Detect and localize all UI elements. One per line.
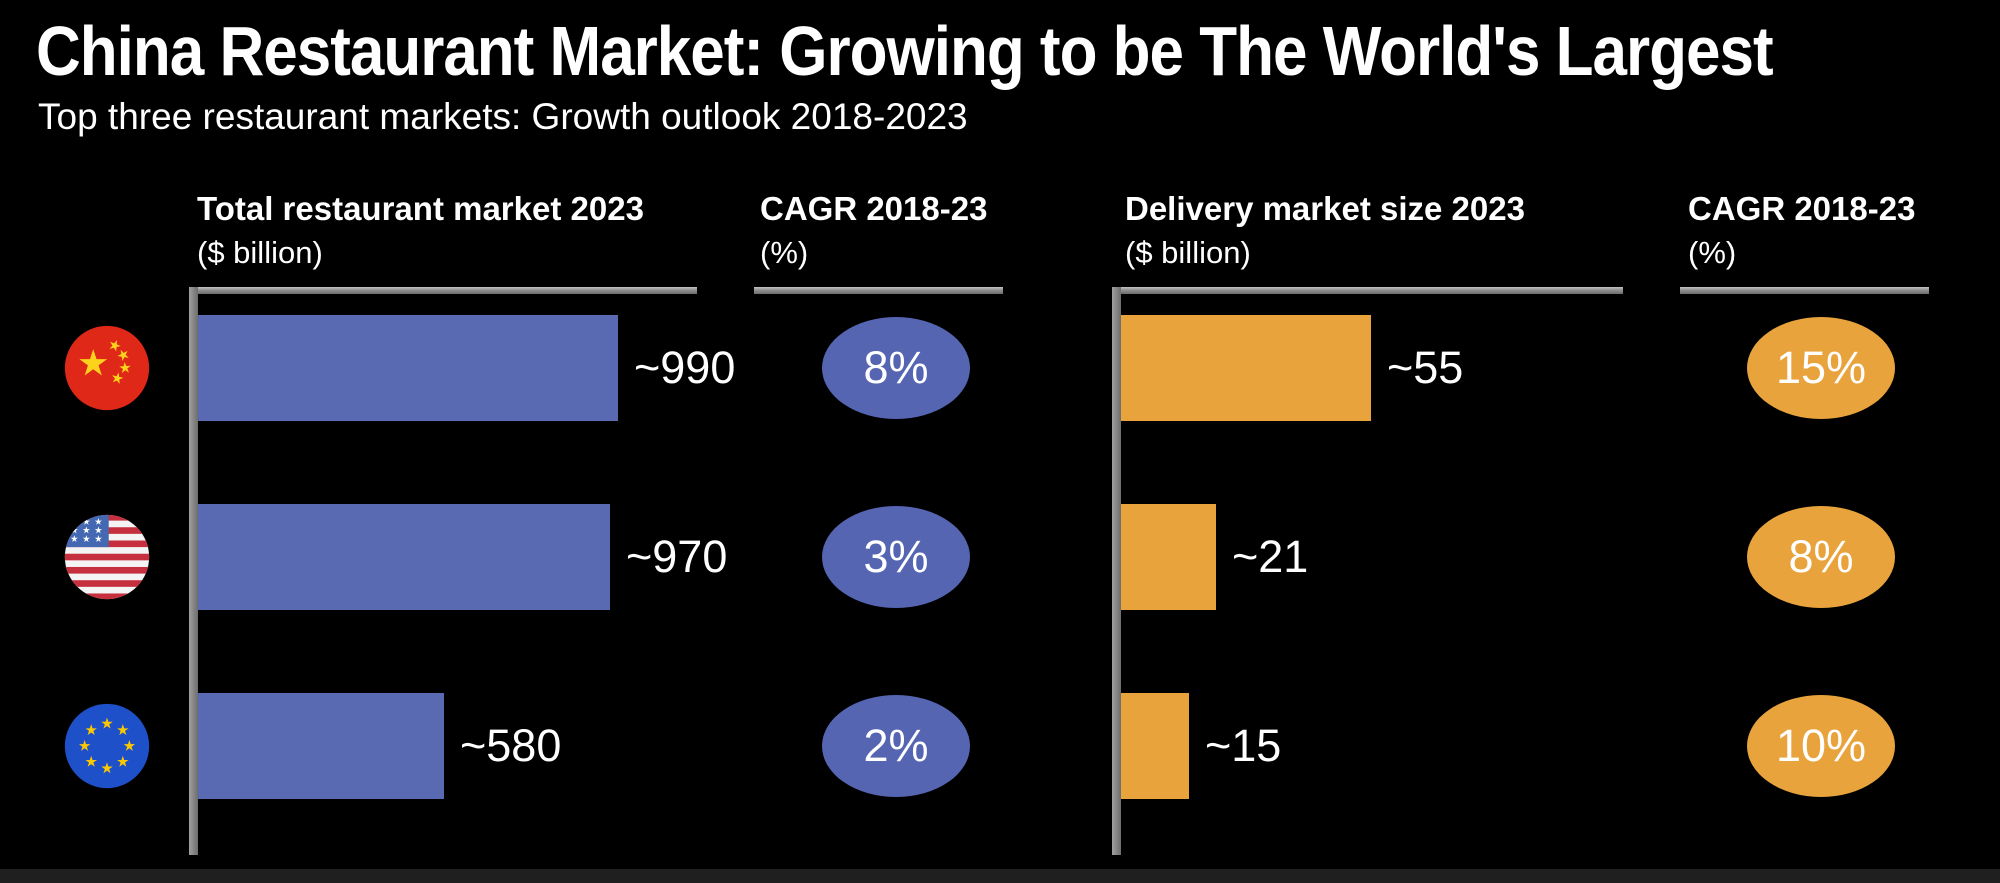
delivery-value-usa: ~21 xyxy=(1232,531,1309,582)
delivery-bar-eu xyxy=(1121,693,1189,799)
cagr-delivery-value-usa: 8% xyxy=(1788,531,1854,582)
column-unit: (%) xyxy=(1688,235,1737,270)
total-market-value-eu: ~580 xyxy=(460,720,562,771)
cagr-total-value-eu: 2% xyxy=(863,720,929,771)
column-unit: (%) xyxy=(760,235,809,270)
page-subtitle: Top three restaurant markets: Growth out… xyxy=(38,96,968,137)
cagr-total-value-china: 8% xyxy=(863,342,929,393)
column-title: Delivery market size 2023 xyxy=(1125,190,1525,227)
total-market-value-usa: ~970 xyxy=(626,531,728,582)
delivery-bar-row-usa: ~21 xyxy=(1121,504,1308,610)
cagr-delivery-value-china: 15% xyxy=(1775,342,1867,393)
usa-flag-icon xyxy=(64,510,150,604)
header-rule-delivery xyxy=(1117,287,1623,294)
cagr-delivery-badge-china: 15% xyxy=(1747,317,1895,419)
column-header-cagr-delivery: CAGR 2018-23 (%) xyxy=(1688,190,1915,271)
total-market-bar-china xyxy=(198,315,618,421)
column-header-cagr-total: CAGR 2018-23 (%) xyxy=(760,190,987,271)
delivery-value-china: ~55 xyxy=(1387,342,1464,393)
page-title: China Restaurant Market: Growing to be T… xyxy=(36,13,1774,91)
y-axis-delivery xyxy=(1112,287,1121,855)
eu-flag-icon xyxy=(64,699,150,793)
column-title: CAGR 2018-23 xyxy=(760,190,988,227)
delivery-value-eu: ~15 xyxy=(1205,720,1282,771)
cagr-delivery-value-eu: 10% xyxy=(1775,720,1867,771)
cagr-total-value-usa: 3% xyxy=(863,531,929,582)
china-flag-icon xyxy=(64,321,150,415)
y-axis-total-market xyxy=(189,287,198,855)
total-market-bar-row-usa: ~970 xyxy=(198,504,727,610)
total-market-bar-eu xyxy=(198,693,444,799)
cagr-total-badge-china: 8% xyxy=(822,317,970,419)
cagr-total-badge-eu: 2% xyxy=(822,695,970,797)
column-header-total-market: Total restaurant market 2023 ($ billion) xyxy=(197,190,644,271)
delivery-bar-china xyxy=(1121,315,1371,421)
cagr-delivery-badge-eu: 10% xyxy=(1747,695,1895,797)
total-market-bar-row-china: ~990 xyxy=(198,315,735,421)
cagr-delivery-badge-usa: 8% xyxy=(1747,506,1895,608)
column-title: Total restaurant market 2023 xyxy=(197,190,644,227)
cagr-total-badge-usa: 3% xyxy=(822,506,970,608)
header-rule-cagr-delivery xyxy=(1680,287,1929,294)
column-title: CAGR 2018-23 xyxy=(1688,190,1916,227)
column-header-delivery-market: Delivery market size 2023 ($ billion) xyxy=(1125,190,1525,271)
delivery-bar-row-china: ~55 xyxy=(1121,315,1463,421)
total-market-bar-usa xyxy=(198,504,610,610)
delivery-bar-usa xyxy=(1121,504,1216,610)
column-unit: ($ billion) xyxy=(1125,235,1251,270)
slide-bottom-edge xyxy=(0,869,2000,883)
total-market-bar-row-eu: ~580 xyxy=(198,693,561,799)
header-rule-cagr-total xyxy=(754,287,1003,294)
delivery-bar-row-eu: ~15 xyxy=(1121,693,1281,799)
column-unit: ($ billion) xyxy=(197,235,323,270)
total-market-value-china: ~990 xyxy=(634,342,736,393)
header-rule-total-market xyxy=(191,287,697,294)
